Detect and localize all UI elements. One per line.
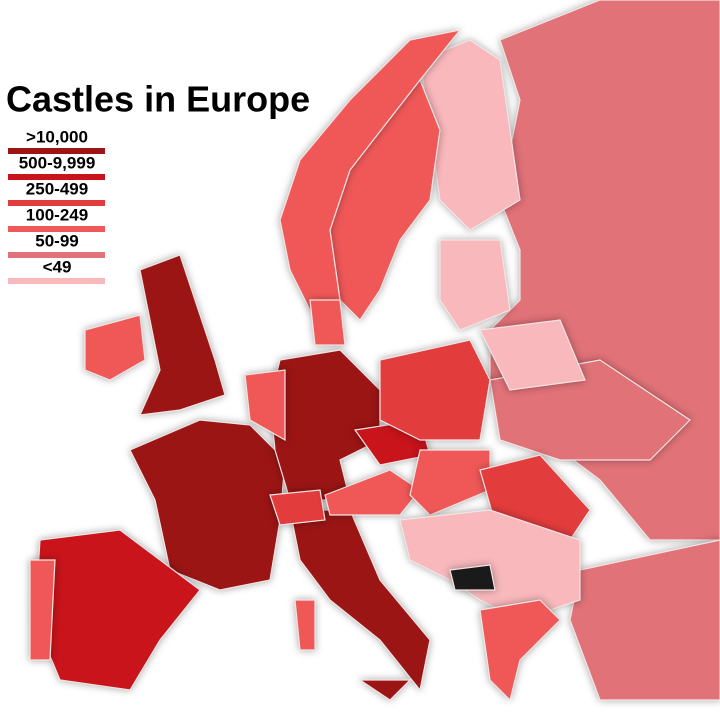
region (324, 469, 421, 516)
legend-swatch (8, 200, 105, 206)
region (439, 239, 511, 331)
legend-label: 100-249 (26, 205, 88, 224)
legend-swatch (8, 226, 105, 232)
region (84, 314, 146, 381)
legend: >10,000 500-9,999 250-499 100-249 50-99 <49 (8, 127, 105, 284)
map-title: Castles in Europe (6, 79, 310, 120)
legend-swatch (8, 278, 105, 284)
region (289, 509, 431, 692)
legend-swatch (8, 148, 105, 154)
region (379, 339, 491, 441)
region-no-data (449, 564, 496, 591)
legend-label: 250-499 (26, 179, 88, 198)
region (294, 599, 316, 651)
region (244, 369, 286, 442)
region (129, 419, 286, 591)
region (409, 449, 491, 516)
region (309, 299, 346, 346)
region (569, 539, 720, 701)
legend-label: 50-99 (35, 231, 78, 250)
region (358, 679, 412, 701)
legend-swatch (8, 252, 105, 258)
legend-label: 500-9,999 (19, 153, 96, 172)
countries (29, 0, 720, 702)
legend-label: <49 (43, 257, 72, 276)
region (269, 489, 326, 526)
region (479, 599, 561, 702)
region (29, 559, 56, 661)
legend-swatch (8, 174, 105, 180)
region (279, 29, 462, 311)
region (139, 254, 226, 416)
region (479, 319, 586, 391)
legend-label: >10,000 (26, 127, 88, 146)
